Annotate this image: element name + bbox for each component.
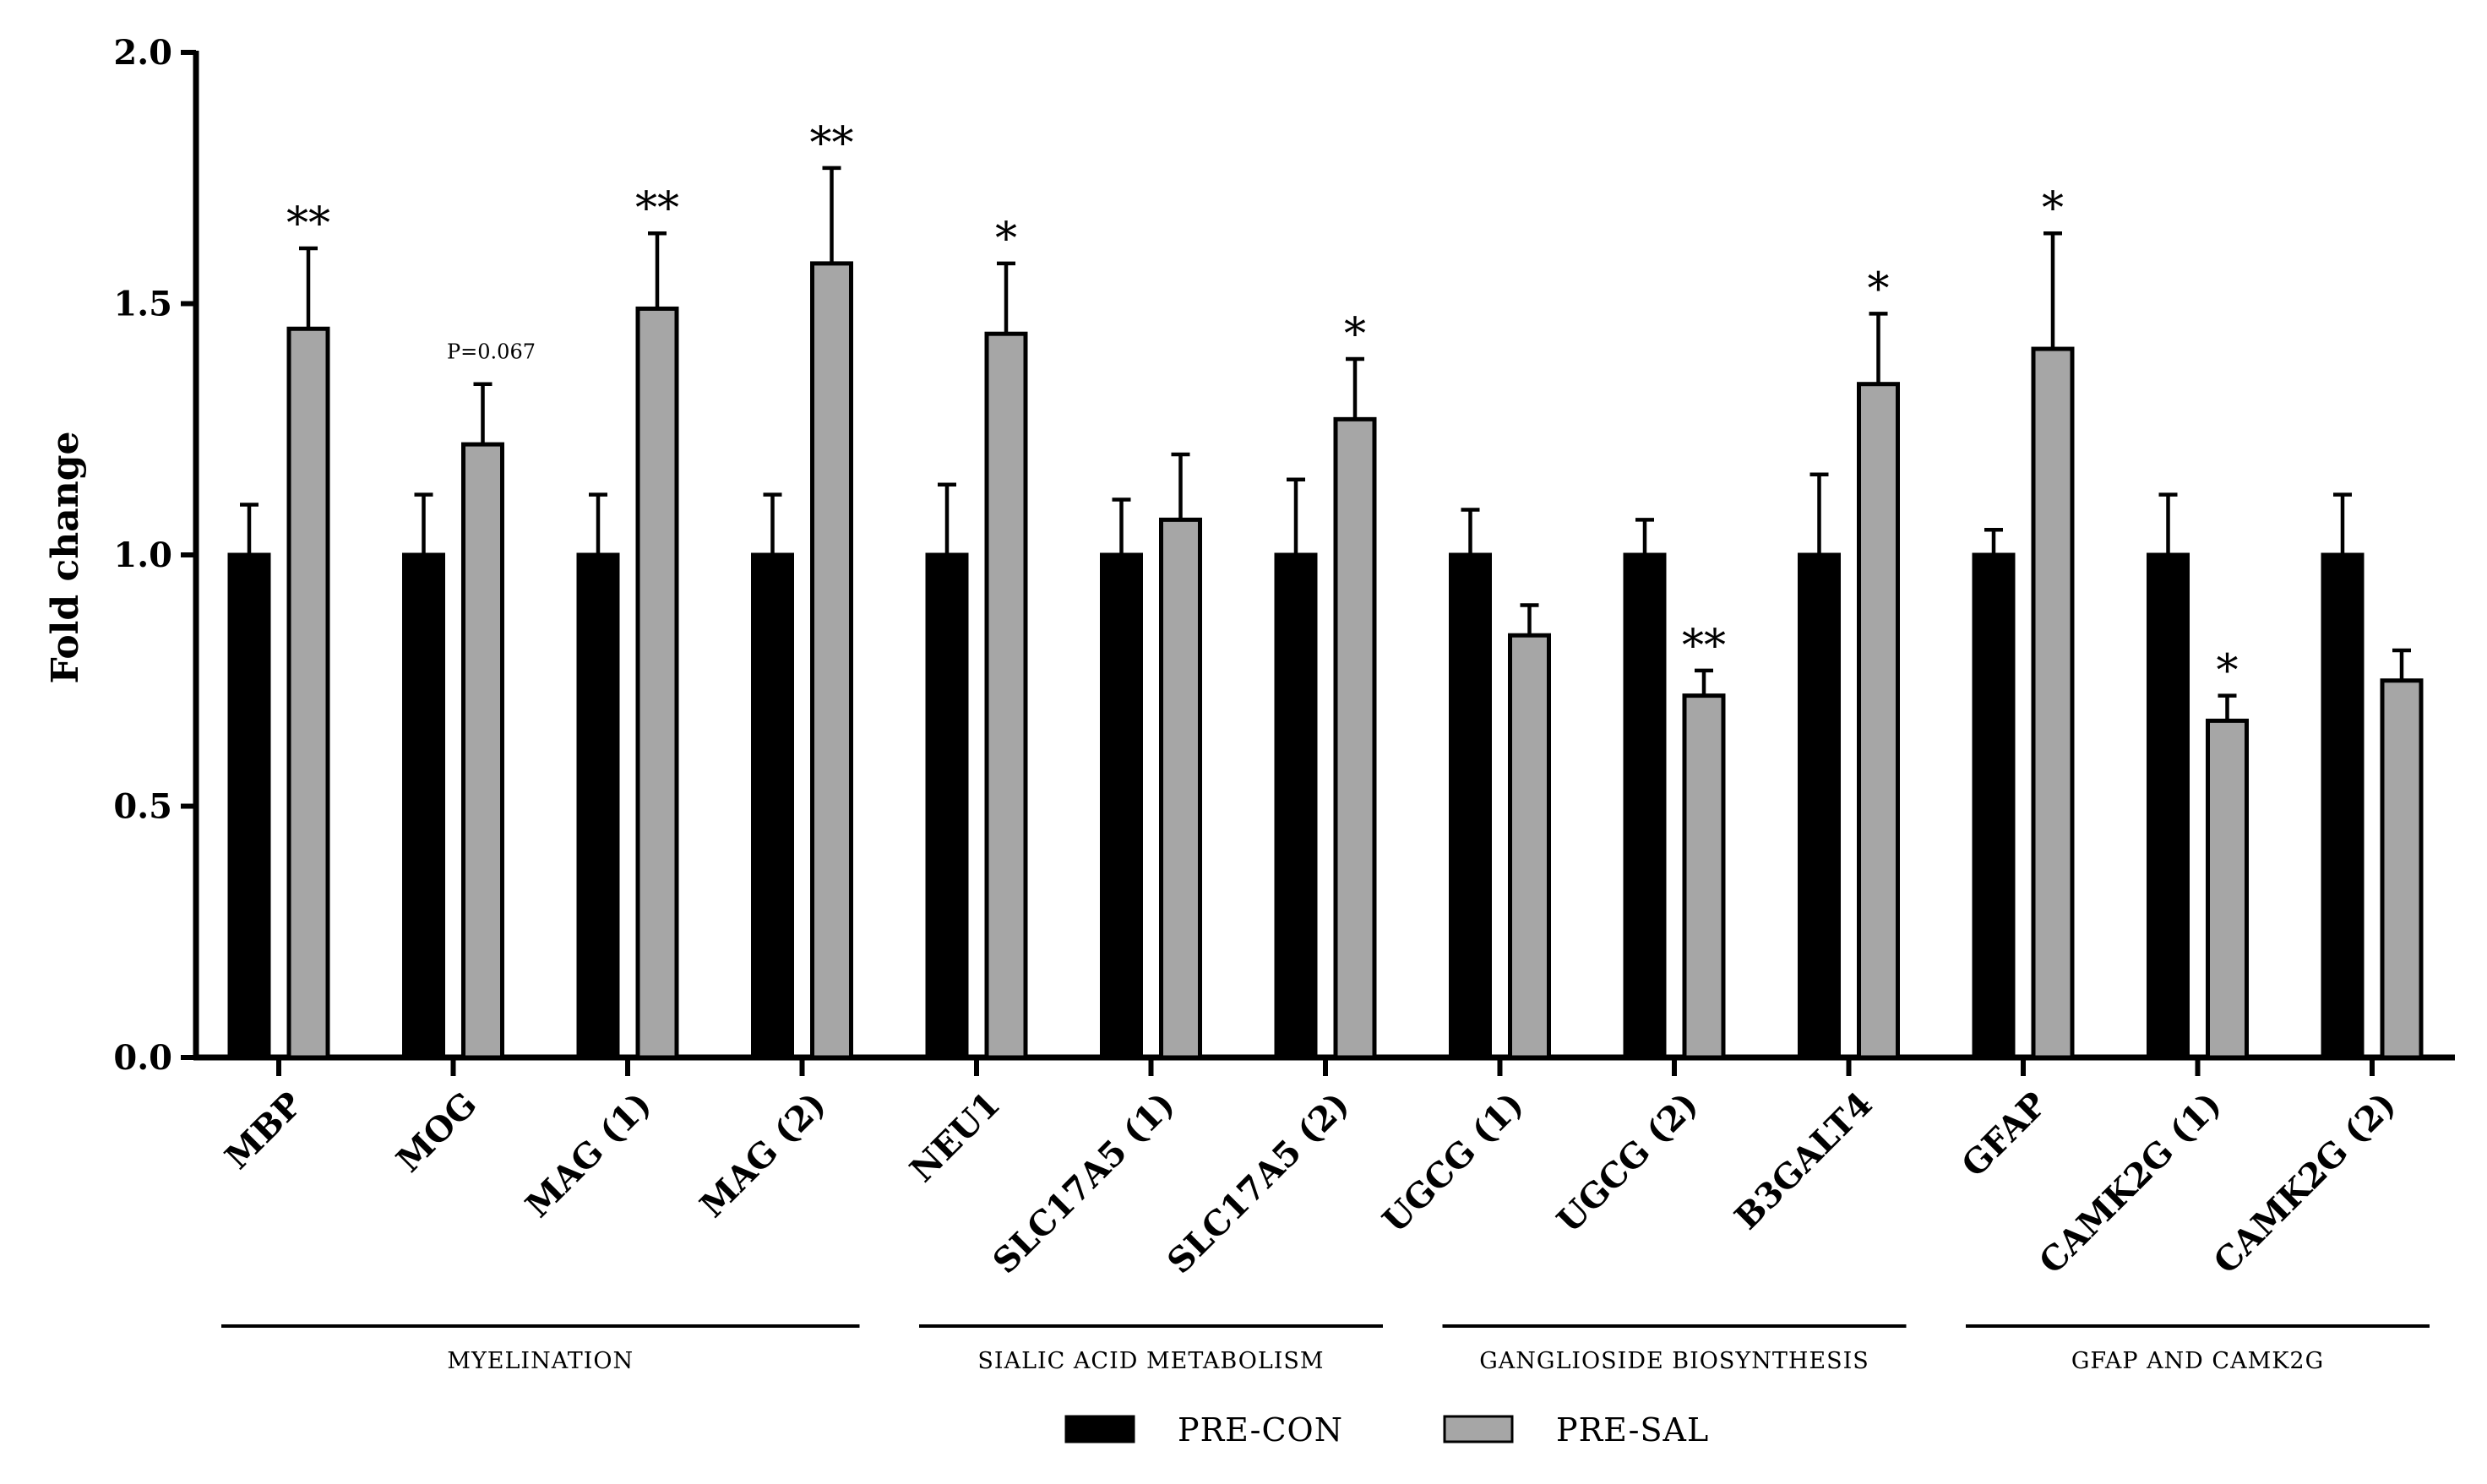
x-tick-label: CAMK2G (2) [2206,1084,2403,1282]
y-tick-label: 1.0 [113,535,172,575]
bar-pre-con [1274,552,1318,1060]
x-tick-label: MBP [217,1084,310,1177]
bar-pre-sal [810,261,853,1060]
bar-pre-sal [1333,416,1377,1060]
bar-pre-sal [1508,633,1551,1060]
bar-pre-sal [1682,693,1726,1060]
y-tick-label: 1.5 [113,285,172,324]
bar-pre-con [751,552,794,1060]
bar-pre-con [2147,552,2190,1060]
significance-label: * [995,214,1017,264]
bar-pre-sal [2206,718,2249,1060]
significance-label: * [2042,183,2064,234]
bar-pre-con [1623,552,1667,1060]
x-tick-label: UGCG (2) [1549,1084,1706,1241]
legend-swatch [1064,1415,1135,1443]
significance-label: * [2217,646,2239,697]
legend-label: PRE-SAL [1556,1411,1709,1449]
x-tick-label: MAG (1) [518,1084,659,1226]
significance-label: ** [1682,621,1726,671]
bar-pre-sal [461,442,504,1060]
significance-label: ** [635,183,679,234]
bar-pre-con [227,552,271,1060]
significance-label: ** [810,118,854,169]
group-label: GANGLIOSIDE BIOSYNTHESIS [1479,1348,1869,1374]
x-tick-label: SLC17A5 (2) [1160,1084,1357,1281]
bar-pre-sal [1857,382,1900,1060]
x-tick-label: MOG [389,1084,484,1180]
bar-pre-sal [1159,517,1202,1060]
bar-pre-con [1449,552,1492,1060]
x-tick-label: B3GALT4 [1727,1084,1880,1237]
significance-label: * [1868,264,1890,314]
bar-pre-sal [635,306,679,1060]
significance-label: ** [286,198,330,249]
x-tick-label: MAG (2) [693,1084,834,1226]
bar-pre-con [1100,552,1143,1060]
group-label: SIALIC ACID METABOLISM [977,1348,1324,1374]
bar-pre-sal [286,326,330,1060]
bar-pre-sal [984,331,1028,1060]
x-tick-label: UGCG (1) [1375,1084,1532,1241]
y-axis-label: Fold change [44,431,87,683]
bar-pre-sal [2031,346,2075,1060]
x-tick-label: GFAP [1954,1084,2054,1185]
legend-label: PRE-CON [1178,1411,1343,1449]
y-tick-label: 2.0 [113,33,172,73]
group-label: GFAP AND CAMK2G [2071,1348,2324,1374]
y-tick-label: 0.5 [113,787,172,827]
bar-pre-con [2321,552,2365,1060]
bar-pre-sal [2380,678,2424,1060]
legend-swatch [1443,1415,1514,1443]
group-label: MYELINATION [447,1348,634,1374]
y-tick-label: 0.0 [113,1038,172,1078]
bar-pre-con [576,552,620,1060]
significance-label: * [1344,309,1366,360]
x-tick-label: NEU1 [902,1084,1008,1190]
x-tick-label: SLC17A5 (1) [985,1084,1182,1281]
bar-pre-con [402,552,445,1060]
x-tick-label: CAMK2G (1) [2032,1084,2229,1282]
bar-pre-con [1798,552,1841,1060]
bar-pre-con [1972,552,2016,1060]
p-value-label: P=0.067 [447,340,536,364]
bar-pre-con [925,552,969,1060]
